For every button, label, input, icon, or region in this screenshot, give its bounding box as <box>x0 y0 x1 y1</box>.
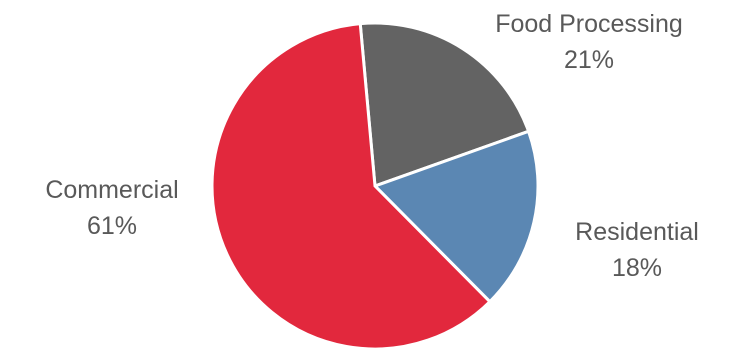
label-residential: Residential 18% <box>575 218 699 282</box>
pie-slices <box>210 21 540 350</box>
label-commercial-name: Commercial <box>45 176 178 204</box>
pie-slice-residential <box>372 129 540 304</box>
pie-slice-commercial <box>210 22 492 350</box>
label-commercial-value: 61% <box>87 212 137 240</box>
label-residential-name: Residential <box>575 218 699 246</box>
label-food-processing-name: Food Processing <box>495 10 683 38</box>
label-commercial: Commercial 61% <box>45 176 178 240</box>
label-food-processing: Food Processing 21% <box>495 10 683 74</box>
label-residential-value: 18% <box>612 254 662 282</box>
label-food-processing-value: 21% <box>564 46 614 74</box>
